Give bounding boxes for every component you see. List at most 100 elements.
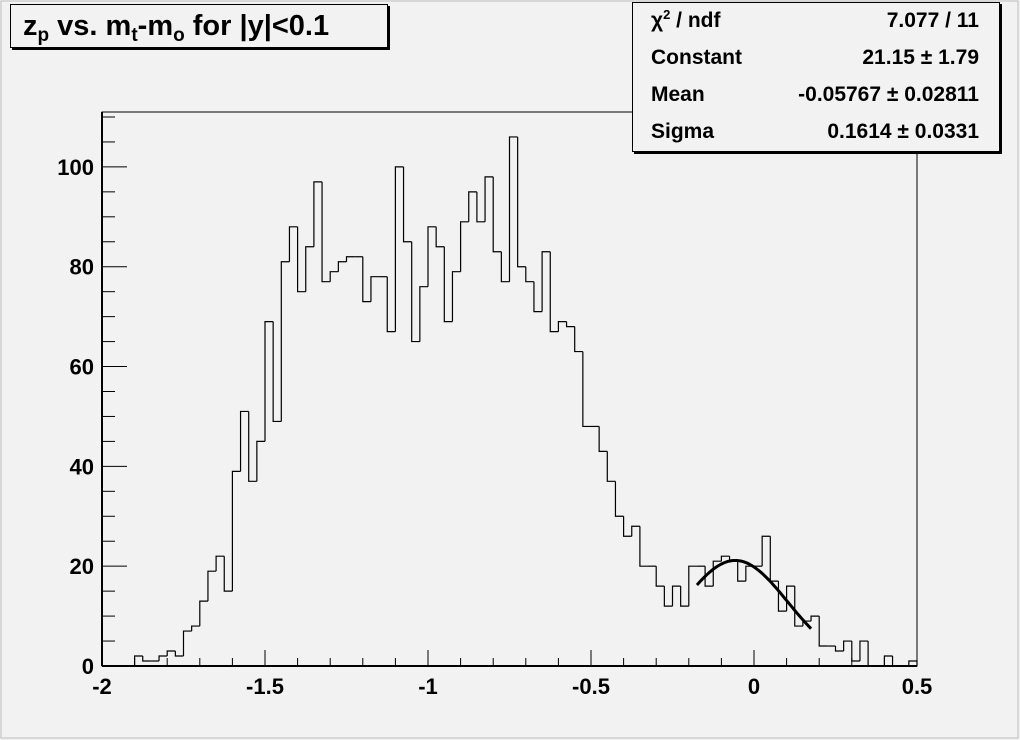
histogram-bin (158, 655, 168, 662)
histogram-bin (231, 470, 241, 592)
histogram-bin (370, 276, 380, 302)
histogram-bin (134, 655, 143, 666)
histogram-bin (680, 586, 689, 607)
fit-stats-box: χ2 / ndf 7.077 / 11 Constant 21.15 ± 1.7… (632, 2, 1000, 152)
histogram-bin (631, 525, 640, 537)
histogram-bin (297, 226, 306, 293)
histogram-bin (174, 651, 184, 657)
histogram-bin (305, 246, 314, 292)
histogram-bin (704, 566, 714, 587)
y-tick-label: 80 (70, 255, 94, 280)
y-tick-label: 60 (70, 355, 94, 380)
histogram-bin (484, 176, 494, 222)
histogram-bin (720, 555, 730, 562)
histogram-bin (810, 615, 820, 622)
stats-label: Mean (651, 83, 705, 106)
histogram-bin (402, 166, 412, 243)
histogram-bin (386, 276, 396, 333)
axes (101, 112, 918, 667)
histogram-bin (272, 321, 282, 423)
histogram-bin (867, 641, 877, 667)
x-tick-label: 0 (748, 674, 760, 699)
histogram-bin (508, 136, 518, 282)
histogram-bin (362, 256, 371, 303)
histogram-bin (476, 191, 486, 223)
histogram-bin (329, 271, 339, 282)
histogram-bin (794, 586, 803, 627)
title-subscript: o (173, 25, 185, 46)
x-tick-label: -1 (418, 674, 438, 699)
histogram-bin (191, 625, 200, 632)
stats-value: 0.1614 ± 0.0331 (827, 120, 979, 143)
histogram-bin (264, 321, 274, 442)
histogram-bin (525, 266, 534, 283)
histogram-bin (549, 251, 559, 333)
histogram-bin (883, 655, 893, 666)
histogram-bin (248, 411, 257, 482)
stats-value: 7.077 / 11 (886, 9, 979, 32)
histogram-bin (859, 640, 869, 662)
histogram-bin (142, 656, 151, 662)
histogram-bin (769, 536, 779, 582)
histogram-bin (166, 650, 176, 657)
histogram-bin (606, 451, 616, 482)
histogram-bin (280, 261, 290, 422)
stats-row-mean: Mean -0.05767 ± 0.02811 (651, 77, 979, 113)
histogram-bin (313, 181, 323, 247)
x-tick-label: -1.5 (246, 674, 284, 699)
stats-label: Constant (651, 46, 742, 69)
histogram-bin (565, 321, 575, 328)
tick-labels: -2 -1.5 -1 -0.5 0 0.5 0 20 40 60 80 100 (57, 155, 932, 699)
title-text: -m (137, 10, 174, 42)
histogram-bin (761, 535, 771, 567)
stats-row-chi2: χ2 / ndf 7.077 / 11 (651, 3, 979, 39)
y-tick-label: 0 (82, 654, 94, 679)
histogram-bin (419, 286, 428, 342)
histogram-bin (492, 176, 502, 253)
title-subscript: p (37, 25, 50, 46)
histogram-bin (199, 600, 208, 627)
histogram-bin (598, 426, 608, 452)
histogram-bin (321, 181, 331, 283)
histogram-bin (541, 251, 551, 312)
x-tick-label: -2 (92, 674, 112, 699)
histogram-bin (818, 616, 828, 647)
histogram-bin (256, 440, 265, 482)
histogram-bin (671, 585, 681, 607)
histogram-bin (443, 246, 453, 323)
histogram-bin (688, 565, 697, 607)
histogram-bin (223, 556, 233, 592)
histogram-bin (345, 256, 355, 262)
stats-label: Sigma (651, 120, 715, 143)
histogram-bin (582, 351, 591, 428)
histogram-bin (737, 561, 746, 582)
histogram-bin (712, 560, 722, 587)
histogram-bin (460, 221, 469, 272)
y-tick-label: 100 (57, 155, 94, 180)
title-text: vs. m (49, 10, 132, 42)
histogram-bin (623, 516, 632, 537)
histogram-bin (288, 226, 298, 262)
histogram-bin (663, 586, 673, 607)
stats-value: 21.15 ± 1.79 (862, 46, 979, 69)
histogram-bin (427, 226, 437, 287)
histogram-bin (435, 226, 445, 248)
histogram-bin (239, 410, 249, 472)
histogram-bin (745, 565, 754, 582)
histogram-bin (533, 281, 543, 313)
stats-row-sigma: Sigma 0.1614 ± 0.0331 (651, 114, 979, 150)
title-text: z (23, 10, 38, 42)
chart-title: zp vs. mt-mo for |y|<0.1 (10, 4, 388, 48)
histogram-bin (411, 241, 420, 343)
histogram-bin (614, 481, 624, 517)
histogram-bin (908, 660, 918, 666)
stats-label: χ2 / ndf (651, 7, 721, 32)
title-text: for |y|<0.1 (184, 10, 330, 42)
histogram-bin (337, 261, 347, 272)
histogram-bin (851, 641, 860, 662)
x-tick-label: 0.5 (902, 674, 933, 699)
y-tick-label: 40 (70, 454, 94, 479)
histogram-bin (451, 271, 461, 322)
